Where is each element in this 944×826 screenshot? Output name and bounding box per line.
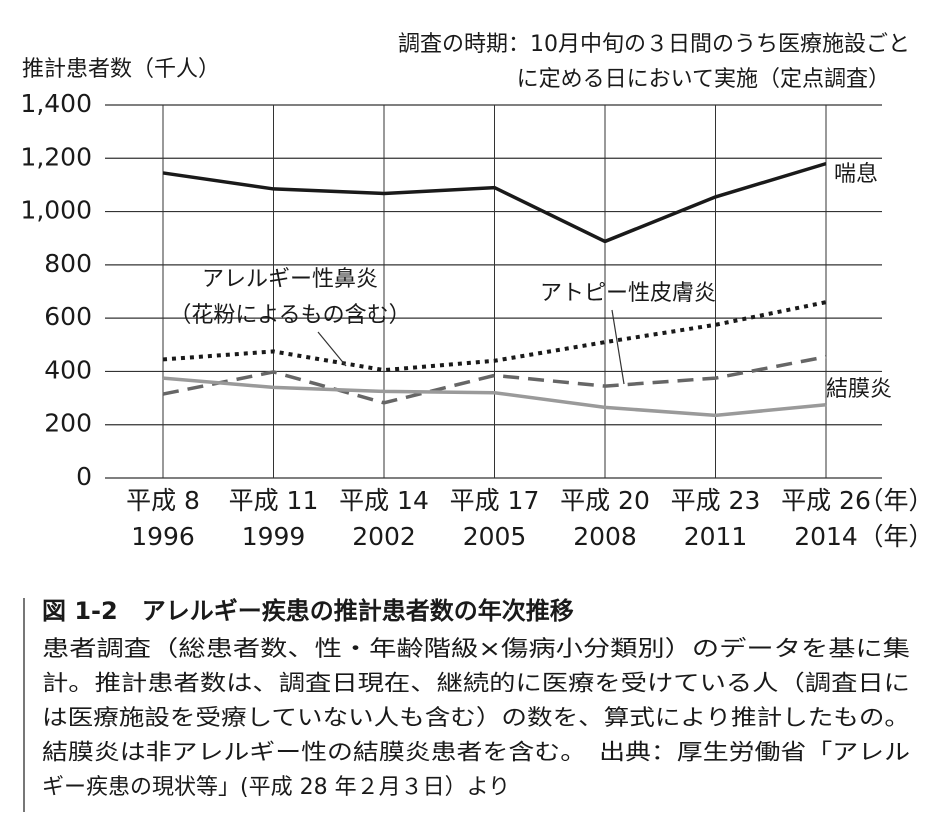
- x-tick-label: 平成 8: [126, 486, 200, 515]
- series-line: [162, 376, 827, 418]
- x-tick-label: 平成 17: [450, 486, 540, 515]
- x-unit: （年）: [858, 486, 933, 515]
- y-tick-label: 200: [44, 409, 92, 438]
- series-label: 喘息: [834, 162, 878, 187]
- y-axis-label: 推計患者数（千人）: [22, 57, 220, 82]
- x-tick-label-year: 2002: [352, 522, 416, 551]
- series-line: [162, 161, 827, 244]
- leader-line: [611, 309, 625, 385]
- series-line: [162, 300, 827, 373]
- caption-line: 結膜炎は非アレルギー性の結膜炎患者を含む。 出典：厚生労働省「アレル: [42, 741, 910, 766]
- x-tick-label-year: 1999: [242, 522, 306, 551]
- x-tick-label: 平成 14: [339, 486, 429, 515]
- survey-note: 調査の時期：10月中旬の３日間のうち医療施設ごと: [398, 32, 910, 57]
- x-tick-label-year: 2005: [463, 522, 527, 551]
- x-tick-label-year: 2011: [684, 522, 748, 551]
- x-tick-label-year: 2008: [573, 522, 637, 551]
- series-label: 結膜炎: [826, 377, 892, 402]
- caption-line: 患者調査（総患者数、性・年齢階級×傷病小分類別）のデータを基に集: [42, 637, 910, 662]
- survey-note: に定める日において実施（定点調査）: [517, 67, 890, 92]
- x-tick-label: 平成 26: [781, 486, 871, 515]
- y-tick-label: 0: [76, 462, 92, 491]
- x-tick-label: 平成 23: [671, 486, 761, 515]
- series-label: アレルギー性鼻炎: [202, 267, 378, 292]
- caption-title: 図 1-2 アレルギー疾患の推計患者数の年次推移: [42, 597, 574, 625]
- series-label: アトピー性皮膚炎: [540, 281, 716, 306]
- series-line: [162, 355, 827, 405]
- x-tick-label-year: 1996: [131, 522, 195, 551]
- x-tick-label: 平成 11: [229, 486, 319, 515]
- y-tick-label: 1,400: [20, 89, 92, 118]
- leader-line: [317, 331, 347, 367]
- caption-line: は医療施設を受療していない人も含む）の数を、算式により推計したもの。: [42, 706, 910, 731]
- caption-line: 計。推計患者数は、調査日現在、継続的に医療を受けている人（調査日に: [42, 672, 910, 697]
- x-tick-label: 平成 20: [560, 486, 650, 515]
- y-tick-label: 600: [44, 302, 92, 331]
- caption-line: ギー疾患の現状等」(平成 28 年２月３日）より: [42, 775, 510, 800]
- x-tick-label-year: 2014: [794, 522, 858, 551]
- y-tick-label: 400: [44, 355, 92, 384]
- y-tick-label: 1,000: [20, 196, 92, 225]
- series-note: （花粉によるもの含む）: [169, 303, 410, 328]
- y-tick-label: 1,200: [20, 142, 92, 171]
- x-unit: （年）: [858, 522, 933, 551]
- y-tick-label: 800: [44, 249, 92, 278]
